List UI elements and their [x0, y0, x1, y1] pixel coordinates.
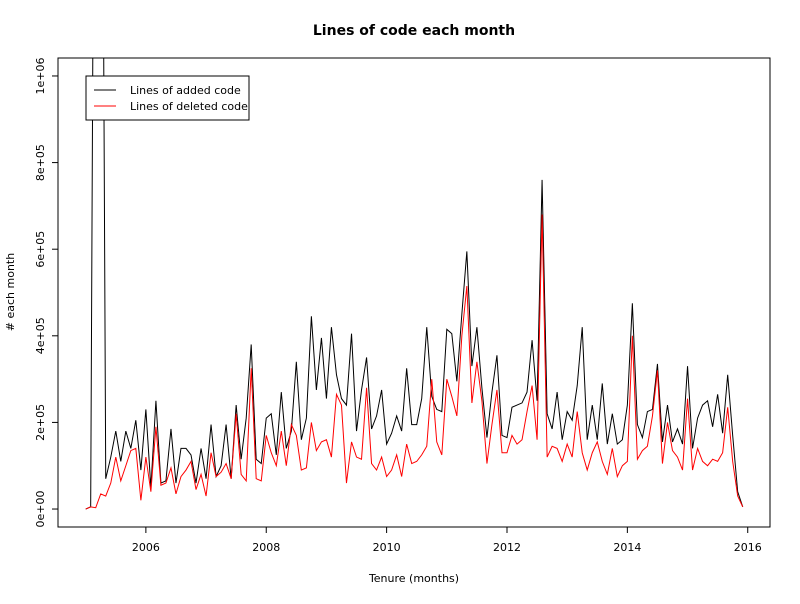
- x-tick-label: 2016: [734, 541, 762, 554]
- chart-title: Lines of code each month: [313, 23, 515, 39]
- y-tick-label: 1e+06: [34, 57, 47, 94]
- legend-box: [85, 75, 250, 121]
- plot-area: [85, 58, 744, 510]
- y-tick-label: 2e+05: [34, 404, 47, 441]
- x-tick-label: 2012: [493, 541, 521, 554]
- series-line: [85, 214, 744, 510]
- y-tick-label: 0e+00: [34, 491, 47, 528]
- x-tick-label: 2014: [613, 541, 641, 554]
- x-tick-label: 2010: [373, 541, 401, 554]
- y-tick-label: 6e+05: [34, 231, 47, 268]
- x-tick-label: 2006: [132, 541, 160, 554]
- x-axis-label: Tenure (months): [368, 572, 459, 585]
- y-tick-label: 4e+05: [34, 317, 47, 354]
- y-axis-label: # each month: [4, 253, 17, 331]
- legend-label: Lines of deleted code: [130, 100, 248, 113]
- y-tick-label: 8e+05: [34, 144, 47, 181]
- legend-label: Lines of added code: [130, 84, 241, 97]
- series-line: [85, 58, 744, 510]
- x-tick-label: 2008: [252, 541, 280, 554]
